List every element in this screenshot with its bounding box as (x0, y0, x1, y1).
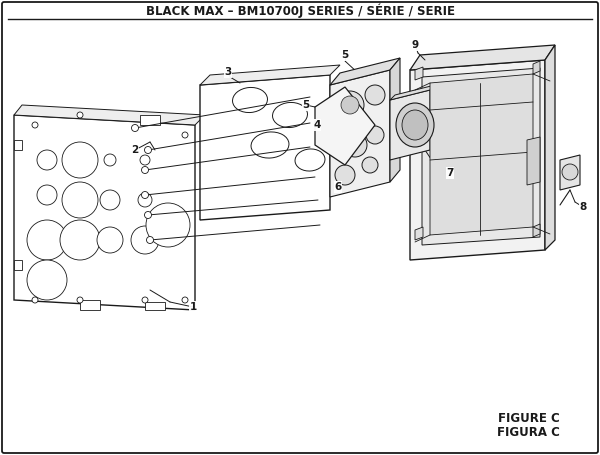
Circle shape (100, 190, 120, 210)
Circle shape (145, 147, 151, 153)
Circle shape (146, 203, 190, 247)
Circle shape (335, 165, 355, 185)
Polygon shape (390, 85, 435, 100)
Text: 5: 5 (302, 100, 310, 110)
Text: 5: 5 (341, 50, 349, 60)
Text: 1: 1 (190, 302, 197, 312)
Circle shape (182, 132, 188, 138)
Circle shape (138, 193, 152, 207)
Polygon shape (533, 224, 540, 237)
Ellipse shape (233, 87, 268, 112)
Text: 9: 9 (412, 40, 419, 50)
Circle shape (142, 297, 148, 303)
Circle shape (97, 227, 123, 253)
Polygon shape (410, 60, 545, 260)
Circle shape (146, 237, 154, 243)
Text: 2: 2 (131, 145, 139, 155)
Polygon shape (415, 67, 423, 80)
Polygon shape (14, 105, 205, 125)
Circle shape (142, 192, 149, 198)
Polygon shape (80, 300, 100, 310)
Ellipse shape (295, 149, 325, 171)
Polygon shape (14, 115, 195, 310)
Circle shape (562, 164, 578, 180)
Circle shape (131, 125, 139, 131)
Polygon shape (140, 115, 160, 125)
Text: FIGURA C: FIGURA C (497, 426, 560, 440)
Polygon shape (14, 140, 22, 150)
Text: 7: 7 (446, 168, 454, 178)
Polygon shape (200, 65, 340, 85)
Polygon shape (390, 58, 400, 182)
Circle shape (341, 96, 359, 114)
Circle shape (365, 85, 385, 105)
Circle shape (27, 260, 67, 300)
Polygon shape (527, 137, 540, 185)
Circle shape (62, 182, 98, 218)
Circle shape (104, 154, 116, 166)
Circle shape (145, 212, 151, 218)
Polygon shape (145, 302, 165, 310)
Polygon shape (533, 61, 540, 74)
Circle shape (140, 155, 150, 165)
Circle shape (366, 126, 384, 144)
Polygon shape (315, 87, 375, 165)
Circle shape (37, 185, 57, 205)
Circle shape (182, 297, 188, 303)
Circle shape (77, 297, 83, 303)
Polygon shape (415, 227, 423, 240)
Polygon shape (200, 75, 330, 220)
Ellipse shape (272, 102, 307, 127)
Text: 6: 6 (334, 182, 341, 192)
Ellipse shape (251, 132, 289, 158)
Polygon shape (410, 45, 555, 70)
Circle shape (32, 297, 38, 303)
Circle shape (131, 226, 159, 254)
Polygon shape (422, 68, 540, 245)
Polygon shape (545, 45, 555, 250)
Polygon shape (560, 155, 580, 190)
Circle shape (37, 150, 57, 170)
Polygon shape (330, 58, 400, 85)
Circle shape (62, 142, 98, 178)
Ellipse shape (396, 103, 434, 147)
Text: 3: 3 (224, 67, 232, 77)
Text: 4: 4 (313, 120, 320, 130)
Polygon shape (330, 70, 390, 197)
Text: FIGURE C: FIGURE C (498, 411, 560, 425)
Text: BLACK MAX – BM10700J SERIES / SÉRIE / SERIE: BLACK MAX – BM10700J SERIES / SÉRIE / SE… (146, 4, 455, 18)
Circle shape (60, 220, 100, 260)
Circle shape (27, 220, 67, 260)
Text: 8: 8 (580, 202, 587, 212)
Circle shape (32, 122, 38, 128)
Circle shape (142, 167, 149, 173)
Circle shape (77, 112, 83, 118)
Polygon shape (390, 90, 430, 160)
Polygon shape (430, 74, 533, 235)
Ellipse shape (402, 110, 428, 140)
Circle shape (362, 157, 378, 173)
Circle shape (343, 133, 367, 157)
Circle shape (336, 91, 364, 119)
Polygon shape (14, 260, 22, 270)
